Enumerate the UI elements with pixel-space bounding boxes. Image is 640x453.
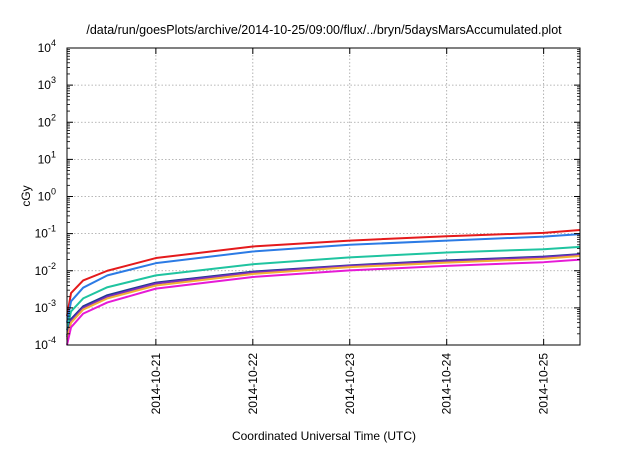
series-line-6 bbox=[66, 254, 581, 340]
series-line-7 bbox=[66, 258, 581, 346]
x-tick-label: 2014-10-24 bbox=[440, 353, 454, 415]
chart-title: /data/run/goesPlots/archive/2014-10-25/0… bbox=[86, 23, 562, 37]
y-tick-label: 104 bbox=[38, 38, 56, 55]
y-tick-label: 102 bbox=[38, 112, 56, 129]
y-tick-label: 103 bbox=[38, 75, 56, 92]
y-tick-label: 101 bbox=[38, 149, 56, 166]
y-tick-label: 10-4 bbox=[35, 335, 56, 352]
x-tick-label: 2014-10-23 bbox=[343, 353, 357, 415]
series-line-5 bbox=[66, 253, 581, 338]
y-tick-label: 10-2 bbox=[35, 261, 56, 278]
axes: 10-4 10-3 10-2 10-1 100 101 102 103 104 2014-10-2… bbox=[35, 38, 581, 415]
plot-frame bbox=[66, 47, 581, 346]
y-tick-label: 100 bbox=[38, 187, 56, 204]
grid-lines bbox=[67, 48, 580, 345]
series-lines bbox=[66, 229, 581, 346]
series-line-1 bbox=[66, 229, 581, 317]
x-axis-label: Coordinated Universal Time (UTC) bbox=[232, 429, 416, 443]
series-line-2 bbox=[66, 233, 581, 323]
y-tick-label: 10-1 bbox=[35, 224, 56, 241]
y-tick-label: 10-3 bbox=[35, 298, 56, 315]
y-axis-label: cGy bbox=[19, 185, 33, 206]
x-tick-label: 2014-10-22 bbox=[246, 353, 260, 415]
series-line-3 bbox=[66, 245, 581, 331]
x-tick-label: 2014-10-25 bbox=[537, 353, 551, 415]
x-tick-label: 2014-10-21 bbox=[149, 353, 163, 415]
